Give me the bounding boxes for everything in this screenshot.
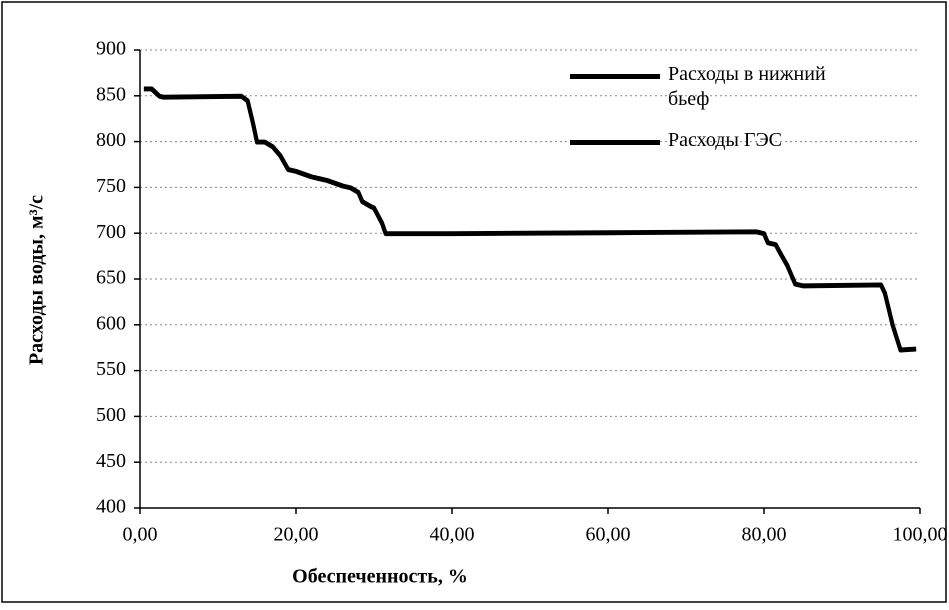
y-tick-label: 700 [96,221,126,243]
y-tick-label: 500 [96,404,126,426]
series-line [143,87,917,353]
legend-swatch [570,74,660,79]
y-tick-label: 600 [96,312,126,334]
x-tick-label: 80,00 [742,524,787,546]
x-tick-label: 40,00 [430,524,475,546]
legend-entry: Расходы ГЭС [570,128,870,153]
y-tick-label: 900 [96,38,126,60]
legend-entry: Расходы в нижний бьеф [570,62,870,112]
y-tick-label: 800 [96,129,126,151]
x-axis-label: Обеспеченность, % [292,566,468,588]
y-tick-label: 850 [96,83,126,105]
x-tick-label: 0,00 [123,524,158,546]
y-tick-label: 650 [96,267,126,289]
x-tick-label: 100,00 [893,524,948,546]
legend-label: Расходы ГЭС [668,129,782,151]
x-tick-label: 60,00 [586,524,631,546]
y-tick-label: 450 [96,450,126,472]
legend-label: Расходы в нижний бьеф [668,63,826,110]
y-axis-label: Расходы воды, м³/с [26,195,48,365]
legend: Расходы в нижний бьеф Расходы ГЭС [570,62,870,169]
legend-swatch [570,140,660,145]
x-tick-label: 20,00 [274,524,319,546]
y-tick-label: 550 [96,358,126,380]
y-tick-label: 750 [96,175,126,197]
y-tick-label: 400 [96,496,126,518]
